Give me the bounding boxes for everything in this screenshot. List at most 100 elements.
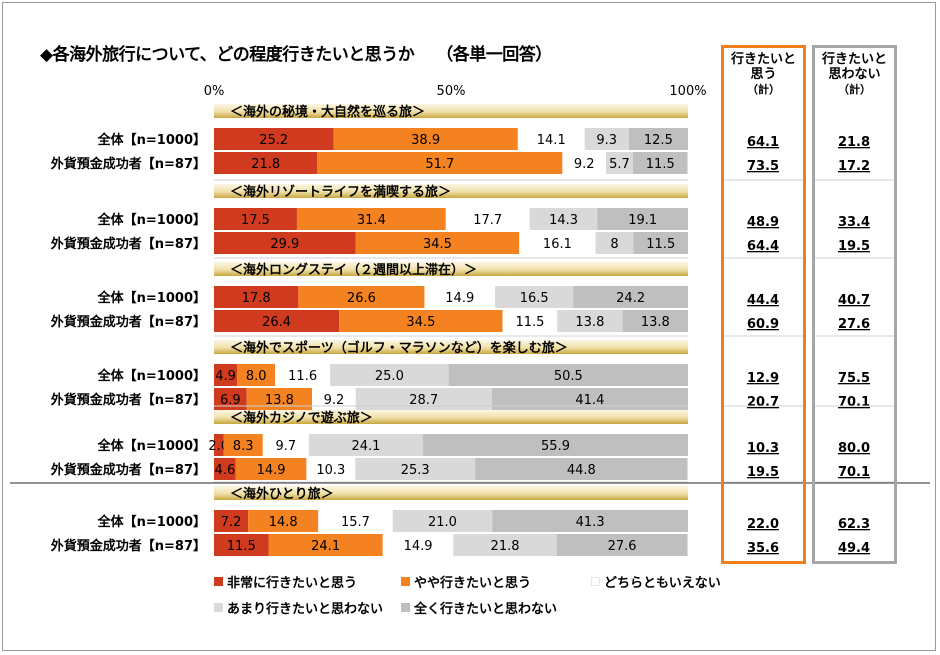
legend-swatch bbox=[214, 603, 223, 612]
x-tick-label: 100% bbox=[669, 84, 706, 99]
data-label: 9.2 bbox=[324, 393, 345, 408]
legend-item-very-much: 非常に行きたいと思う bbox=[214, 572, 357, 591]
bar-segment-not-at-all bbox=[597, 208, 688, 230]
data-label: 14.8 bbox=[269, 515, 298, 530]
data-label: 14.3 bbox=[549, 213, 578, 228]
dislike-header-line2: 思わない bbox=[828, 67, 881, 82]
bar-segment-not-at-all bbox=[475, 458, 688, 480]
dislike-total-value: 17.2 bbox=[838, 159, 870, 174]
bar-segment-not-much bbox=[495, 286, 574, 308]
dislike-total-value: 19.5 bbox=[838, 239, 870, 254]
chart-title: ◆各海外旅行について、どの程度行きたいと思うか （各単一回答） bbox=[40, 40, 552, 65]
bar-segment-neither bbox=[318, 510, 393, 532]
bar-segment-somewhat bbox=[268, 534, 383, 556]
data-label: 24.1 bbox=[311, 539, 340, 554]
dislike-header-line3: （計） bbox=[838, 83, 871, 96]
bar-segment-very-much bbox=[214, 128, 334, 150]
data-label: 14.9 bbox=[404, 539, 433, 554]
bar-segment-very-much bbox=[214, 152, 318, 174]
data-label: 27.6 bbox=[608, 539, 637, 554]
dislike-total-value: 33.4 bbox=[838, 215, 870, 230]
bar-segment-not-much bbox=[557, 310, 623, 332]
data-label: 21.0 bbox=[428, 515, 457, 530]
legend-label: 全く行きたいと思わない bbox=[414, 602, 558, 617]
row-label: 外貨預金成功者【n=87】 bbox=[50, 392, 206, 408]
dislike-total-value: 40.7 bbox=[838, 293, 870, 308]
bar-segment-neither bbox=[275, 364, 331, 386]
row-label: 全体【n=1000】 bbox=[97, 368, 206, 384]
row-label: 全体【n=1000】 bbox=[97, 514, 206, 530]
data-label: 9.7 bbox=[275, 439, 296, 454]
bar-segment-not-much bbox=[392, 510, 493, 532]
row-label: 全体【n=1000】 bbox=[97, 438, 206, 454]
bar-segment-very-much bbox=[214, 286, 299, 308]
data-label: 34.5 bbox=[423, 237, 452, 252]
bar-segment-neither bbox=[562, 152, 606, 174]
dislike-total-value: 75.5 bbox=[838, 371, 870, 386]
data-label: 12.5 bbox=[644, 133, 673, 148]
like-total-value: 19.5 bbox=[747, 465, 779, 480]
data-label: 14.1 bbox=[537, 133, 566, 148]
bar-segment-not-at-all bbox=[448, 364, 688, 386]
data-label: 14.9 bbox=[445, 291, 474, 306]
data-label: 24.1 bbox=[351, 439, 380, 454]
category-banner bbox=[214, 184, 688, 198]
bar-segment-not-at-all bbox=[573, 286, 688, 308]
bar-segment-neither bbox=[382, 534, 454, 556]
bar-segment-very-much bbox=[214, 232, 356, 254]
category-banner bbox=[214, 410, 688, 424]
data-label: 7.2 bbox=[221, 515, 242, 530]
category-banner bbox=[214, 486, 688, 500]
data-label: 38.9 bbox=[411, 133, 440, 148]
row-label: 外貨預金成功者【n=87】 bbox=[50, 314, 206, 330]
category-banner bbox=[214, 340, 688, 354]
legend-label: どちらともいえない bbox=[604, 576, 721, 591]
category-label: ＜海外でスポーツ（ゴルフ・マラソンなど）を楽しむ旅＞ bbox=[230, 340, 568, 356]
legend-item-neither: どちらともいえない bbox=[591, 572, 721, 591]
bar-segment-neither bbox=[502, 310, 558, 332]
data-label: 5.7 bbox=[609, 157, 630, 172]
legend-label: 非常に行きたいと思う bbox=[227, 576, 358, 591]
category-label: ＜海外ひとり旅＞ bbox=[230, 486, 334, 502]
category-banner bbox=[214, 262, 688, 276]
data-label: 11.6 bbox=[288, 369, 317, 384]
bar-segment-somewhat bbox=[339, 310, 503, 332]
bar-segment-not-much bbox=[595, 232, 634, 254]
data-label: 44.8 bbox=[567, 463, 596, 478]
legend-item-not-much: あまり行きたいと思わない bbox=[214, 598, 383, 617]
data-label: 17.5 bbox=[241, 213, 270, 228]
like-total-value: 35.6 bbox=[747, 541, 779, 556]
legend-item-not-at-all: 全く行きたいと思わない bbox=[401, 598, 557, 617]
bar-segment-not-much bbox=[529, 208, 598, 230]
bar-segment-not-at-all bbox=[628, 128, 688, 150]
bar-segment-not-at-all bbox=[423, 434, 688, 456]
category-label: ＜海外リゾートライフを満喫する旅＞ bbox=[230, 184, 451, 200]
bar-segment-neither bbox=[306, 458, 356, 480]
data-label: 14.9 bbox=[257, 463, 286, 478]
data-label: 16.1 bbox=[543, 237, 572, 252]
bar-segment-somewhat bbox=[317, 152, 563, 174]
bar-segment-neither bbox=[262, 434, 309, 456]
data-label: 25.0 bbox=[375, 369, 404, 384]
legend-label: やや行きたいと思う bbox=[414, 576, 532, 591]
data-label: 26.6 bbox=[347, 291, 376, 306]
data-label: 19.1 bbox=[628, 213, 657, 228]
data-label: 8.3 bbox=[233, 439, 254, 454]
bar-segment-not-much bbox=[453, 534, 557, 556]
data-label: 11.5 bbox=[646, 237, 675, 252]
like-total-value: 10.3 bbox=[747, 441, 779, 456]
bar-segment-very-much bbox=[214, 510, 249, 532]
data-label: 21.8 bbox=[251, 157, 280, 172]
bar-segment-somewhat bbox=[355, 232, 520, 254]
bar-segment-neither bbox=[424, 286, 496, 308]
data-label: 4.6 bbox=[215, 463, 236, 478]
data-label: 16.5 bbox=[520, 291, 549, 306]
like-total-value: 12.9 bbox=[747, 371, 779, 386]
data-label: 24.2 bbox=[616, 291, 645, 306]
like-total-value: 64.1 bbox=[747, 135, 779, 150]
dislike-total-box bbox=[812, 45, 897, 564]
data-label: 51.7 bbox=[425, 157, 454, 172]
legend-swatch bbox=[401, 603, 410, 612]
data-label: 13.8 bbox=[265, 393, 294, 408]
like-total-box bbox=[721, 45, 806, 564]
